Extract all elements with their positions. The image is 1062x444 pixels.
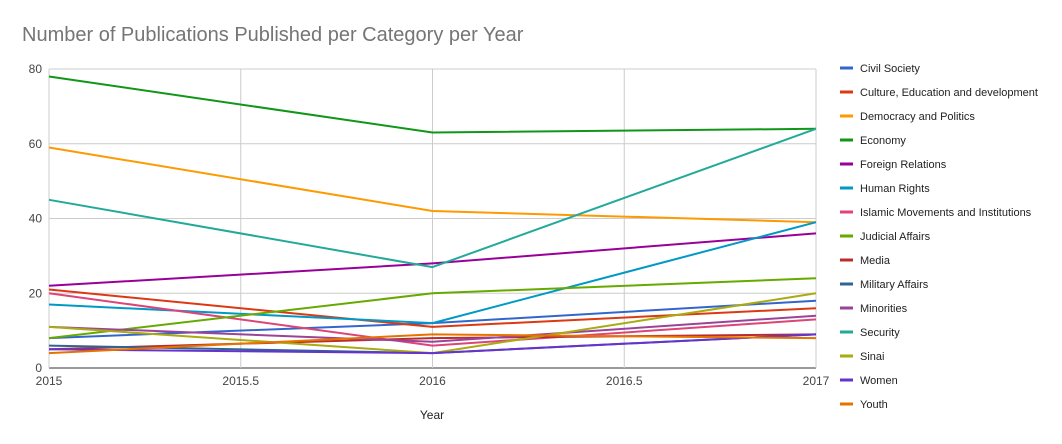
legend-item-10[interactable]: Minorities <box>840 303 908 315</box>
x-tick-label-4: 2017 <box>803 374 830 388</box>
legend-label: Youth <box>860 399 888 411</box>
series-line-6 <box>48 292 817 347</box>
legend-label: Security <box>860 327 900 339</box>
legend-label: Media <box>860 255 891 267</box>
series-line-13 <box>48 333 817 355</box>
legend-item-11[interactable]: Security <box>840 327 900 339</box>
x-tick-label-2: 2016 <box>419 374 446 388</box>
series-line-11 <box>48 127 817 269</box>
legend-label: Economy <box>860 135 906 147</box>
legend-label: Women <box>860 375 898 387</box>
tick-labels: 0 20 40 60 80 2015 2015.5 2016 2016.5 2017 <box>29 62 830 388</box>
series-line-3 <box>48 75 817 134</box>
x-tick-label-0: 2015 <box>36 374 63 388</box>
legend-label: Sinai <box>860 351 884 363</box>
legend-item-8[interactable]: Media <box>840 255 891 267</box>
legend-label: Culture, Education and development <box>860 87 1038 99</box>
x-axis-title: Year <box>420 408 444 422</box>
legend-item-9[interactable]: Military Affairs <box>840 279 929 291</box>
y-tick-label-1: 20 <box>29 286 43 300</box>
legend-item-2[interactable]: Democracy and Politics <box>840 111 975 123</box>
legend-label: Human Rights <box>860 183 930 195</box>
chart-title: Number of Publications Published per Cat… <box>22 24 524 46</box>
legend-item-0[interactable]: Civil Society <box>840 63 920 75</box>
legend-item-1[interactable]: Culture, Education and development <box>840 87 1038 99</box>
legend-item-6[interactable]: Islamic Movements and Institutions <box>840 207 1032 219</box>
y-tick-label-0: 0 <box>35 361 42 375</box>
y-tick-label-2: 40 <box>29 212 43 226</box>
legend-label: Civil Society <box>860 63 920 75</box>
series-line-14 <box>48 333 817 355</box>
series-line-10 <box>48 314 817 343</box>
legend-item-14[interactable]: Youth <box>840 399 888 411</box>
series-lines <box>48 75 817 355</box>
legend-label: Foreign Relations <box>860 159 947 171</box>
legend-item-5[interactable]: Human Rights <box>840 183 930 195</box>
grid <box>48 68 817 369</box>
legend-label: Minorities <box>860 303 908 315</box>
series-line-4 <box>48 232 817 287</box>
legend-item-12[interactable]: Sinai <box>840 351 884 363</box>
legend-item-13[interactable]: Women <box>840 375 898 387</box>
legend-label: Judicial Affairs <box>860 231 931 243</box>
legend-item-7[interactable]: Judicial Affairs <box>840 231 931 243</box>
x-tick-label-1: 2015.5 <box>222 374 259 388</box>
legend-item-4[interactable]: Foreign Relations <box>840 159 947 171</box>
legend-label: Islamic Movements and Institutions <box>860 207 1032 219</box>
x-tick-label-3: 2016.5 <box>606 374 643 388</box>
series-line-1 <box>48 288 817 328</box>
legend-label: Democracy and Politics <box>860 111 975 123</box>
series-line-7 <box>48 277 817 340</box>
series-line-8 <box>48 333 817 351</box>
series-line-2 <box>48 146 817 224</box>
legend-item-3[interactable]: Economy <box>840 135 906 147</box>
legend-label: Military Affairs <box>860 279 929 291</box>
y-tick-label-3: 60 <box>29 137 43 151</box>
legend: Civil Society Culture, Education and deve… <box>840 63 1038 411</box>
y-tick-label-4: 80 <box>29 62 43 76</box>
